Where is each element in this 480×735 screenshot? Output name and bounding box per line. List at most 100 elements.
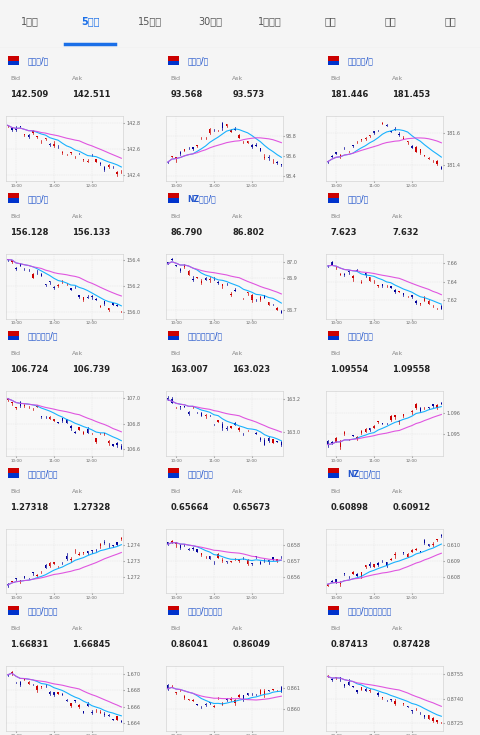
Text: Ask: Ask (72, 626, 84, 631)
Bar (87, 429, 88, 433)
Bar (53, 562, 55, 564)
Bar (61, 152, 63, 153)
Bar (260, 562, 261, 564)
Bar (209, 556, 210, 559)
Bar (58, 692, 59, 695)
Bar (58, 284, 59, 286)
Bar (230, 561, 231, 562)
Bar (74, 432, 76, 433)
Text: 7.623: 7.623 (330, 228, 357, 237)
Text: Bid: Bid (330, 76, 340, 82)
Text: 0.87413: 0.87413 (330, 640, 368, 649)
Text: Bid: Bid (170, 351, 180, 356)
Bar (424, 298, 425, 301)
FancyBboxPatch shape (328, 611, 339, 615)
Text: 0.86041: 0.86041 (170, 640, 208, 649)
Bar (66, 419, 67, 423)
Bar (365, 273, 366, 275)
Bar (336, 579, 337, 582)
Text: Bid: Bid (330, 214, 340, 219)
Bar (382, 284, 383, 286)
Text: 30分足: 30分足 (198, 16, 222, 26)
Bar (184, 697, 185, 698)
FancyBboxPatch shape (168, 606, 179, 615)
Bar (196, 549, 198, 551)
Bar (201, 282, 202, 283)
FancyBboxPatch shape (168, 468, 179, 478)
Bar (390, 417, 392, 420)
Bar (171, 541, 173, 542)
Bar (403, 415, 404, 416)
Bar (365, 689, 366, 691)
Text: Ask: Ask (232, 626, 243, 631)
Bar (331, 442, 333, 443)
Bar (394, 290, 396, 292)
Text: 1.27328: 1.27328 (72, 503, 110, 512)
Bar (11, 672, 12, 673)
Bar (108, 441, 109, 443)
Bar (234, 129, 236, 130)
Text: 156.133: 156.133 (72, 228, 110, 237)
Text: 163.007: 163.007 (170, 365, 208, 374)
Bar (352, 276, 354, 279)
Bar (104, 433, 105, 434)
FancyBboxPatch shape (168, 331, 179, 340)
Bar (116, 717, 118, 720)
Bar (180, 545, 181, 548)
Bar (108, 308, 109, 310)
Bar (281, 311, 282, 312)
Bar (116, 442, 118, 445)
Bar (344, 273, 345, 276)
Text: カナダドル/円: カナダドル/円 (27, 331, 58, 341)
Text: 0.87428: 0.87428 (392, 640, 430, 649)
Bar (247, 141, 248, 143)
Bar (415, 301, 417, 303)
Text: ユーロ/ドル: ユーロ/ドル (347, 331, 373, 341)
Text: 1.66831: 1.66831 (10, 640, 48, 649)
Bar (41, 415, 42, 417)
Text: Ask: Ask (232, 489, 243, 494)
FancyBboxPatch shape (8, 193, 19, 203)
Bar (230, 293, 231, 295)
Bar (53, 287, 55, 288)
Text: 英ポンド/円: 英ポンド/円 (347, 57, 373, 66)
Bar (96, 299, 97, 301)
Text: 156.128: 156.128 (10, 228, 48, 237)
Bar (356, 574, 358, 576)
Text: Bid: Bid (10, 351, 20, 356)
Bar (356, 437, 358, 439)
FancyBboxPatch shape (8, 611, 19, 615)
Text: 英ポンド/ドル: 英ポンド/ドル (27, 469, 58, 478)
Bar (369, 564, 371, 566)
Bar (356, 690, 358, 692)
Bar (369, 690, 371, 691)
Bar (28, 135, 29, 137)
Text: 0.65664: 0.65664 (170, 503, 208, 512)
Bar (428, 158, 430, 159)
Bar (428, 407, 430, 408)
Bar (87, 551, 88, 553)
Bar (49, 143, 50, 145)
Bar (196, 145, 198, 146)
Bar (91, 295, 93, 297)
Text: Ask: Ask (392, 351, 404, 356)
Bar (365, 138, 366, 139)
Text: NZドル/円: NZドル/円 (187, 194, 216, 204)
Bar (230, 699, 231, 700)
Text: 106.724: 106.724 (10, 365, 48, 374)
FancyBboxPatch shape (8, 468, 19, 478)
Text: 5分足: 5分足 (81, 16, 99, 26)
Text: Ask: Ask (232, 214, 243, 219)
Text: Bid: Bid (330, 351, 340, 356)
Bar (327, 441, 328, 445)
Bar (386, 562, 387, 566)
Text: Ask: Ask (72, 76, 84, 82)
Text: Ask: Ask (72, 489, 84, 494)
Bar (390, 131, 392, 132)
Text: Ask: Ask (232, 76, 243, 82)
Bar (180, 152, 181, 154)
Bar (344, 573, 345, 574)
Bar (24, 679, 25, 680)
Bar (230, 426, 231, 428)
Bar (217, 553, 219, 558)
